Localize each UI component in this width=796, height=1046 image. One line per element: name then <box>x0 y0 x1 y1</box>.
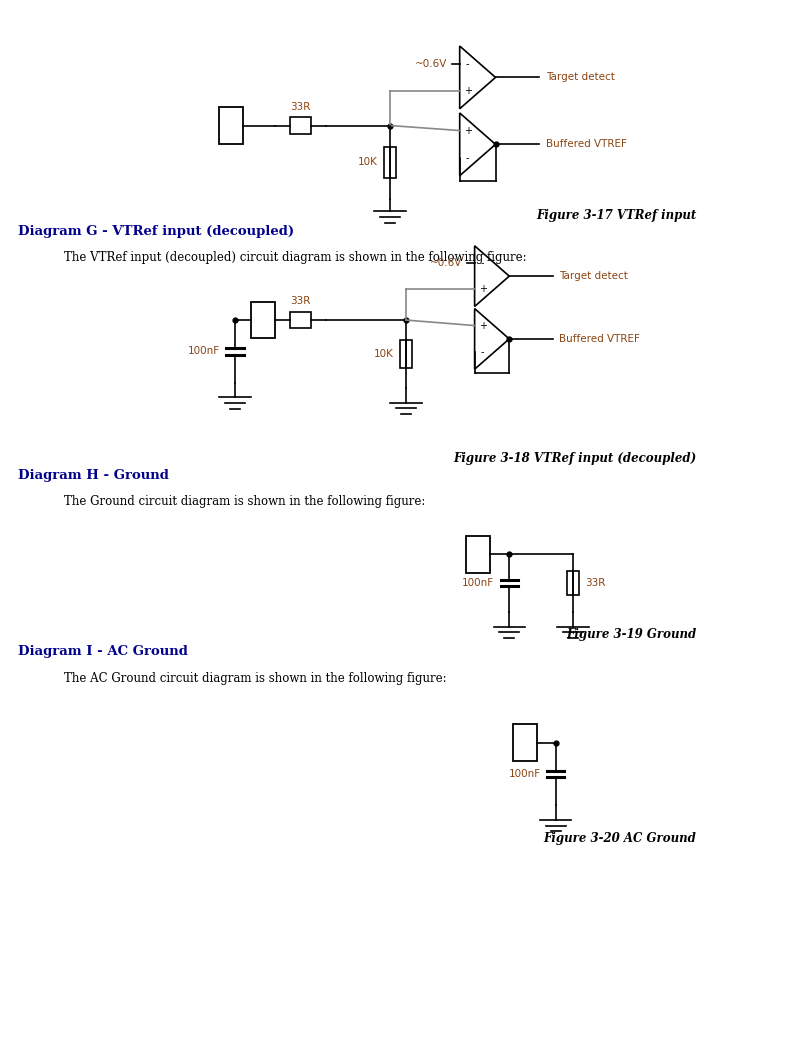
Text: Target detect: Target detect <box>546 72 615 83</box>
Bar <box>384 146 396 178</box>
Text: Buffered VTREF: Buffered VTREF <box>546 139 626 150</box>
Text: 33R: 33R <box>585 578 606 588</box>
Text: Diagram I - AC Ground: Diagram I - AC Ground <box>18 645 187 658</box>
Text: 10K: 10K <box>358 157 377 167</box>
Text: The VTRef input (decoupled) circuit diagram is shown in the following figure:: The VTRef input (decoupled) circuit diag… <box>64 251 526 264</box>
Bar <box>290 117 311 134</box>
Text: -: - <box>481 347 484 358</box>
Text: Diagram H - Ground: Diagram H - Ground <box>18 469 169 481</box>
Text: +: + <box>478 285 486 295</box>
Text: 10K: 10K <box>374 349 394 359</box>
Text: 33R: 33R <box>291 296 310 306</box>
Bar <box>466 537 490 573</box>
Text: 100nF: 100nF <box>188 346 220 357</box>
Text: Diagram G - VTRef input (decoupled): Diagram G - VTRef input (decoupled) <box>18 225 294 237</box>
Text: Figure 3-19 Ground: Figure 3-19 Ground <box>566 628 696 640</box>
Text: -: - <box>466 153 470 163</box>
Bar <box>513 724 537 761</box>
Text: +: + <box>463 126 472 136</box>
Bar <box>251 301 275 339</box>
Text: Figure 3-17 VTRef input: Figure 3-17 VTRef input <box>537 209 696 222</box>
Text: 100nF: 100nF <box>462 578 494 588</box>
Text: Target detect: Target detect <box>560 271 628 281</box>
Text: +: + <box>463 86 472 96</box>
Text: 33R: 33R <box>291 101 310 112</box>
Bar <box>400 340 412 368</box>
Text: ~0.6V: ~0.6V <box>416 59 447 69</box>
Text: +: + <box>478 320 486 331</box>
Text: The Ground circuit diagram is shown in the following figure:: The Ground circuit diagram is shown in t… <box>64 495 425 507</box>
Text: -: - <box>481 257 484 268</box>
Text: 100nF: 100nF <box>509 769 540 779</box>
Text: Buffered VTREF: Buffered VTREF <box>560 334 640 344</box>
Text: ~0.6V: ~0.6V <box>431 257 462 268</box>
Text: Figure 3-20 AC Ground: Figure 3-20 AC Ground <box>544 832 696 844</box>
Text: -: - <box>466 59 470 69</box>
Bar <box>567 571 579 595</box>
Bar <box>290 312 311 328</box>
Bar <box>219 107 243 143</box>
Text: The AC Ground circuit diagram is shown in the following figure:: The AC Ground circuit diagram is shown i… <box>64 672 447 684</box>
Text: Figure 3-18 VTRef input (decoupled): Figure 3-18 VTRef input (decoupled) <box>454 452 696 464</box>
